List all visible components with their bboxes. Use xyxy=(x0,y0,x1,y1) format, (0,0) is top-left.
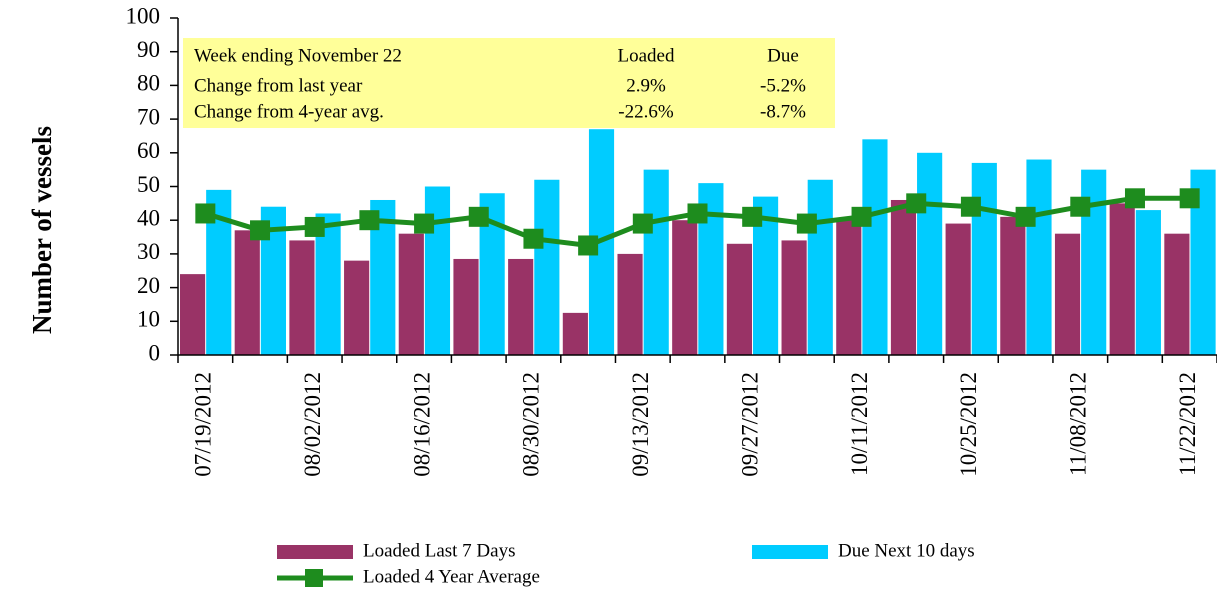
y-tick-label: 100 xyxy=(126,3,161,28)
bar xyxy=(1000,216,1026,355)
marker xyxy=(523,228,544,249)
legend-label: Loaded 4 Year Average xyxy=(363,566,540,587)
bar xyxy=(890,199,917,355)
bar xyxy=(315,213,341,355)
table-header: Week ending November 22 xyxy=(194,45,402,66)
bar xyxy=(836,220,862,355)
bar xyxy=(945,223,971,355)
marker xyxy=(1070,196,1091,217)
marker xyxy=(687,203,708,224)
bar xyxy=(562,312,588,355)
x-tick-label: 07/19/2012 xyxy=(191,372,216,477)
bar xyxy=(917,152,943,355)
marker xyxy=(1015,206,1036,227)
y-tick-label: 80 xyxy=(137,71,160,96)
bar xyxy=(643,169,669,355)
legend-label: Due Next 10 days xyxy=(838,540,975,561)
table-cell: -5.2% xyxy=(760,75,806,96)
table-cell: Change from last year xyxy=(194,75,363,96)
y-tick-label: 0 xyxy=(149,340,161,365)
bar xyxy=(398,233,424,355)
marker xyxy=(414,213,435,234)
marker xyxy=(195,203,216,224)
y-tick-label: 40 xyxy=(137,205,160,230)
x-tick-label: 11/22/2012 xyxy=(1175,372,1200,476)
bar xyxy=(289,240,315,355)
bar xyxy=(1026,159,1052,355)
table-header: Due xyxy=(767,45,799,66)
bar xyxy=(453,258,479,355)
x-tick-label: 10/25/2012 xyxy=(956,372,981,477)
marker xyxy=(851,206,872,227)
x-tick-label: 11/08/2012 xyxy=(1066,372,1091,476)
marker xyxy=(359,210,380,231)
marker xyxy=(1124,188,1145,209)
table-cell: 2.9% xyxy=(626,75,666,96)
y-tick-label: 50 xyxy=(137,172,160,197)
legend-marker xyxy=(305,569,323,587)
marker xyxy=(578,235,599,256)
x-tick-label: 08/30/2012 xyxy=(519,372,544,477)
legend-swatch xyxy=(752,545,828,559)
bar xyxy=(1164,233,1190,355)
bar xyxy=(1135,210,1161,355)
y-tick-label: 10 xyxy=(137,307,160,332)
marker xyxy=(304,216,325,237)
bar xyxy=(1054,233,1081,355)
bar xyxy=(971,162,997,355)
bar xyxy=(344,260,370,355)
bar xyxy=(862,139,888,355)
y-tick-label: 60 xyxy=(137,138,160,163)
marker xyxy=(1179,188,1200,209)
y-tick-label: 70 xyxy=(137,104,160,129)
marker xyxy=(742,206,763,227)
table-cell: Change from 4-year avg. xyxy=(194,101,384,122)
marker xyxy=(632,213,653,234)
legend-label: Loaded Last 7 Days xyxy=(363,540,515,561)
x-tick-label: 09/13/2012 xyxy=(628,372,653,477)
bar xyxy=(234,230,260,355)
bar xyxy=(424,186,451,355)
marker xyxy=(250,220,271,241)
bar xyxy=(726,243,752,355)
bar xyxy=(534,179,560,355)
table-header: Loaded xyxy=(618,45,675,66)
bar xyxy=(180,274,206,355)
marker xyxy=(468,206,489,227)
marker xyxy=(796,213,817,234)
table-cell: -22.6% xyxy=(618,101,674,122)
bar xyxy=(508,258,534,355)
annotation-box xyxy=(183,38,835,128)
bar xyxy=(807,179,833,355)
y-tick-label: 90 xyxy=(137,37,160,62)
x-tick-label: 08/16/2012 xyxy=(409,372,434,477)
bar xyxy=(1109,203,1135,355)
marker xyxy=(906,193,927,214)
bar xyxy=(781,240,807,355)
x-tick-label: 09/27/2012 xyxy=(737,372,762,477)
x-tick-label: 10/11/2012 xyxy=(847,372,872,476)
y-tick-label: 20 xyxy=(137,273,160,298)
y-axis-label: Number of vessels xyxy=(27,126,57,334)
bar xyxy=(672,220,698,355)
x-tick-label: 08/02/2012 xyxy=(300,372,325,477)
legend-swatch xyxy=(277,545,353,559)
bar xyxy=(617,253,643,355)
y-tick-label: 30 xyxy=(137,239,160,264)
marker xyxy=(960,196,981,217)
table-cell: -8.7% xyxy=(760,101,806,122)
